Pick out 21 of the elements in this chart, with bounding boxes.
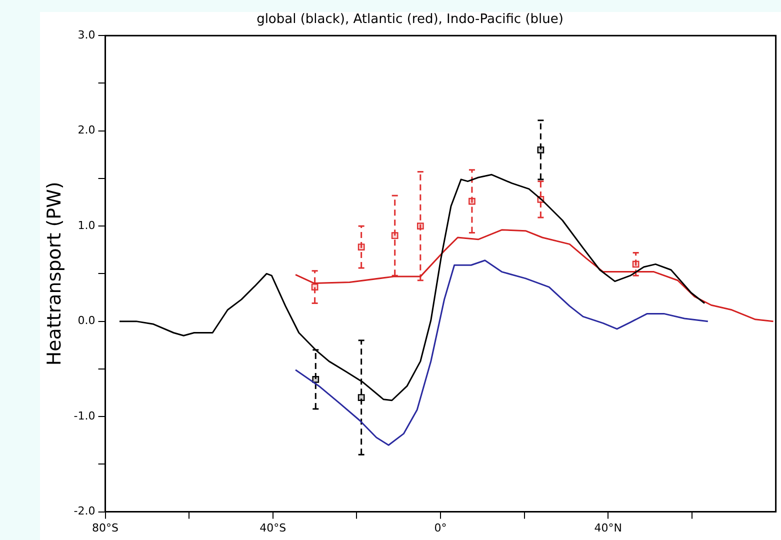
point [358, 244, 365, 250]
chart-title: global (black), Atlantic (red), Indo-Pacific (blue) [256, 12, 564, 28]
point [391, 232, 398, 240]
x-tick-label: 80°S [92, 521, 119, 534]
y-tick-label: -2.0 [74, 504, 96, 518]
x-tick-label: 40°N [594, 521, 622, 534]
x-tick-label: 40°S [260, 521, 286, 534]
y-tick-label: -1.0 [74, 409, 96, 422]
x-tick-label: 0° [434, 521, 447, 534]
y-axis-title: Heattransport (PW) [43, 182, 66, 366]
point [468, 198, 476, 205]
point [358, 394, 365, 401]
y-tick-label: 0.0 [78, 314, 96, 328]
y-tick-label: 3.0 [78, 28, 96, 42]
y-tick-label: 1.0 [78, 218, 96, 232]
point [537, 146, 544, 154]
y-tick-label: 2.0 [78, 124, 96, 137]
point [416, 222, 424, 230]
point [312, 376, 320, 383]
point [632, 260, 640, 268]
point [311, 284, 318, 290]
